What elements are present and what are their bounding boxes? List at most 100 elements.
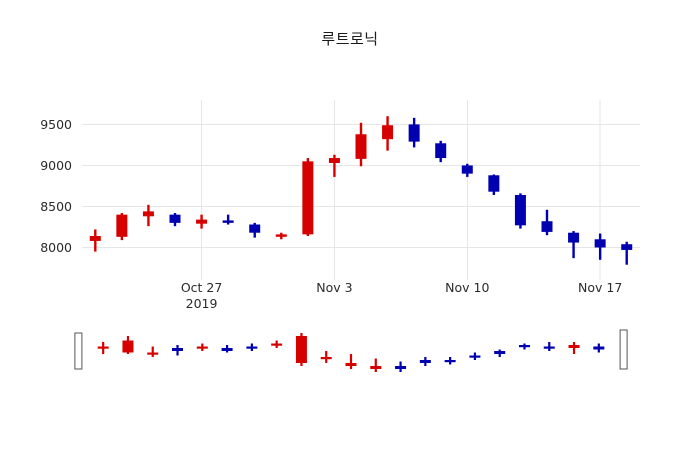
volume-candlestick	[593, 343, 605, 353]
candle-wick	[333, 154, 336, 177]
candle-body	[328, 158, 340, 163]
volume-candle-body	[395, 366, 407, 369]
candlestick	[302, 158, 314, 236]
volume-candlestick	[568, 342, 580, 354]
volume-candle-body	[370, 366, 382, 369]
y-axis-ticks: 8000 8500 9000 9500	[40, 117, 72, 255]
x-tick-label: Oct 27	[181, 280, 223, 295]
volume-candlestick	[172, 345, 184, 356]
x-tick-sublabel: 2019	[186, 296, 218, 311]
candlestick	[488, 174, 500, 195]
volume-candlestick	[345, 354, 357, 369]
y-tick-label: 9000	[40, 158, 72, 173]
candle-body	[196, 219, 208, 224]
volume-candlestick	[271, 340, 283, 348]
candle-body	[594, 239, 606, 248]
volume-candle-body	[469, 355, 481, 358]
volume-candlestick	[419, 357, 431, 366]
candle-wick	[625, 241, 628, 265]
candle-body	[488, 175, 500, 192]
chart-title: 루트로닉	[321, 30, 379, 48]
volume-candlestick	[518, 343, 530, 350]
clipped-range-marker	[619, 329, 628, 370]
candlestick	[408, 117, 420, 148]
volume-candle-body	[246, 346, 258, 349]
candle-body	[249, 224, 261, 233]
x-tick-label: Nov 10	[445, 280, 489, 295]
y-tick-label: 8500	[40, 199, 72, 214]
volume-candle-body	[320, 357, 332, 360]
volume-candle-body	[593, 346, 605, 350]
candle-body	[222, 220, 234, 223]
volume-candlestick	[147, 346, 159, 357]
volume-candle-body	[518, 345, 530, 348]
volume-candle-body	[345, 363, 357, 366]
volume-candlestick	[469, 352, 481, 360]
volume-candlestick	[74, 332, 83, 370]
candle-body	[514, 194, 526, 226]
candle-wick	[226, 214, 230, 225]
candlestick	[461, 163, 473, 177]
volume-candle-body	[419, 360, 431, 363]
volume-candlestick	[619, 329, 628, 370]
volume-candle-body	[221, 348, 233, 351]
candlestick	[594, 233, 606, 260]
candle-body	[169, 214, 181, 223]
candle-body	[408, 124, 420, 142]
candlestick	[355, 122, 367, 167]
volume-candlestick	[97, 342, 109, 354]
candle-body	[568, 232, 580, 243]
volume-candle-body	[196, 346, 208, 349]
candlestick	[222, 214, 234, 225]
volume-candlestick	[494, 349, 506, 357]
candlestick	[541, 209, 553, 236]
volume-candle-wick	[151, 346, 154, 357]
candlestick	[435, 140, 447, 163]
volume-candle-body	[543, 346, 555, 349]
volume-candle-body	[444, 360, 456, 363]
candlestick	[169, 213, 181, 227]
candlestick	[621, 241, 633, 265]
volume-candle-body	[494, 351, 506, 354]
candle-body	[541, 221, 553, 232]
volume-candlestick	[122, 336, 134, 354]
candlestick	[328, 154, 340, 177]
volume-candle-wick	[374, 358, 377, 372]
volume-candlestick	[221, 345, 233, 353]
volume-candle-body	[271, 343, 283, 346]
volume-candle-body	[295, 336, 307, 363]
candle-body	[142, 211, 154, 217]
volume-candlestick	[320, 351, 332, 363]
volume-candlestick	[295, 333, 307, 366]
candlestick	[142, 204, 154, 227]
candlestick	[116, 213, 128, 241]
candlestick	[382, 116, 394, 151]
candlestick	[275, 232, 287, 240]
candle-body	[621, 244, 633, 250]
price-candles	[89, 116, 633, 265]
x-tick-label: Nov 17	[578, 280, 622, 295]
x-tick-label: Nov 3	[316, 280, 352, 295]
volume-candlestick	[444, 357, 456, 365]
volume-candle-body	[172, 348, 184, 351]
y-tick-label: 9500	[40, 117, 72, 132]
clipped-range-marker	[74, 332, 83, 370]
volume-candlestick	[543, 342, 555, 351]
candlestick	[514, 193, 526, 229]
y-tick-label: 8000	[40, 240, 72, 255]
volume-candlestick	[370, 358, 382, 372]
candle-body	[435, 143, 447, 159]
volume-candles	[74, 329, 628, 372]
candle-body	[116, 214, 128, 237]
candle-body	[275, 234, 287, 237]
candle-body	[355, 134, 367, 159]
volume-candle-body	[122, 340, 134, 353]
candlestick	[196, 214, 208, 229]
volume-candle-body	[568, 345, 580, 348]
volume-candle-wick	[349, 354, 353, 369]
candle-body	[461, 165, 473, 174]
volume-candlestick	[246, 343, 258, 351]
